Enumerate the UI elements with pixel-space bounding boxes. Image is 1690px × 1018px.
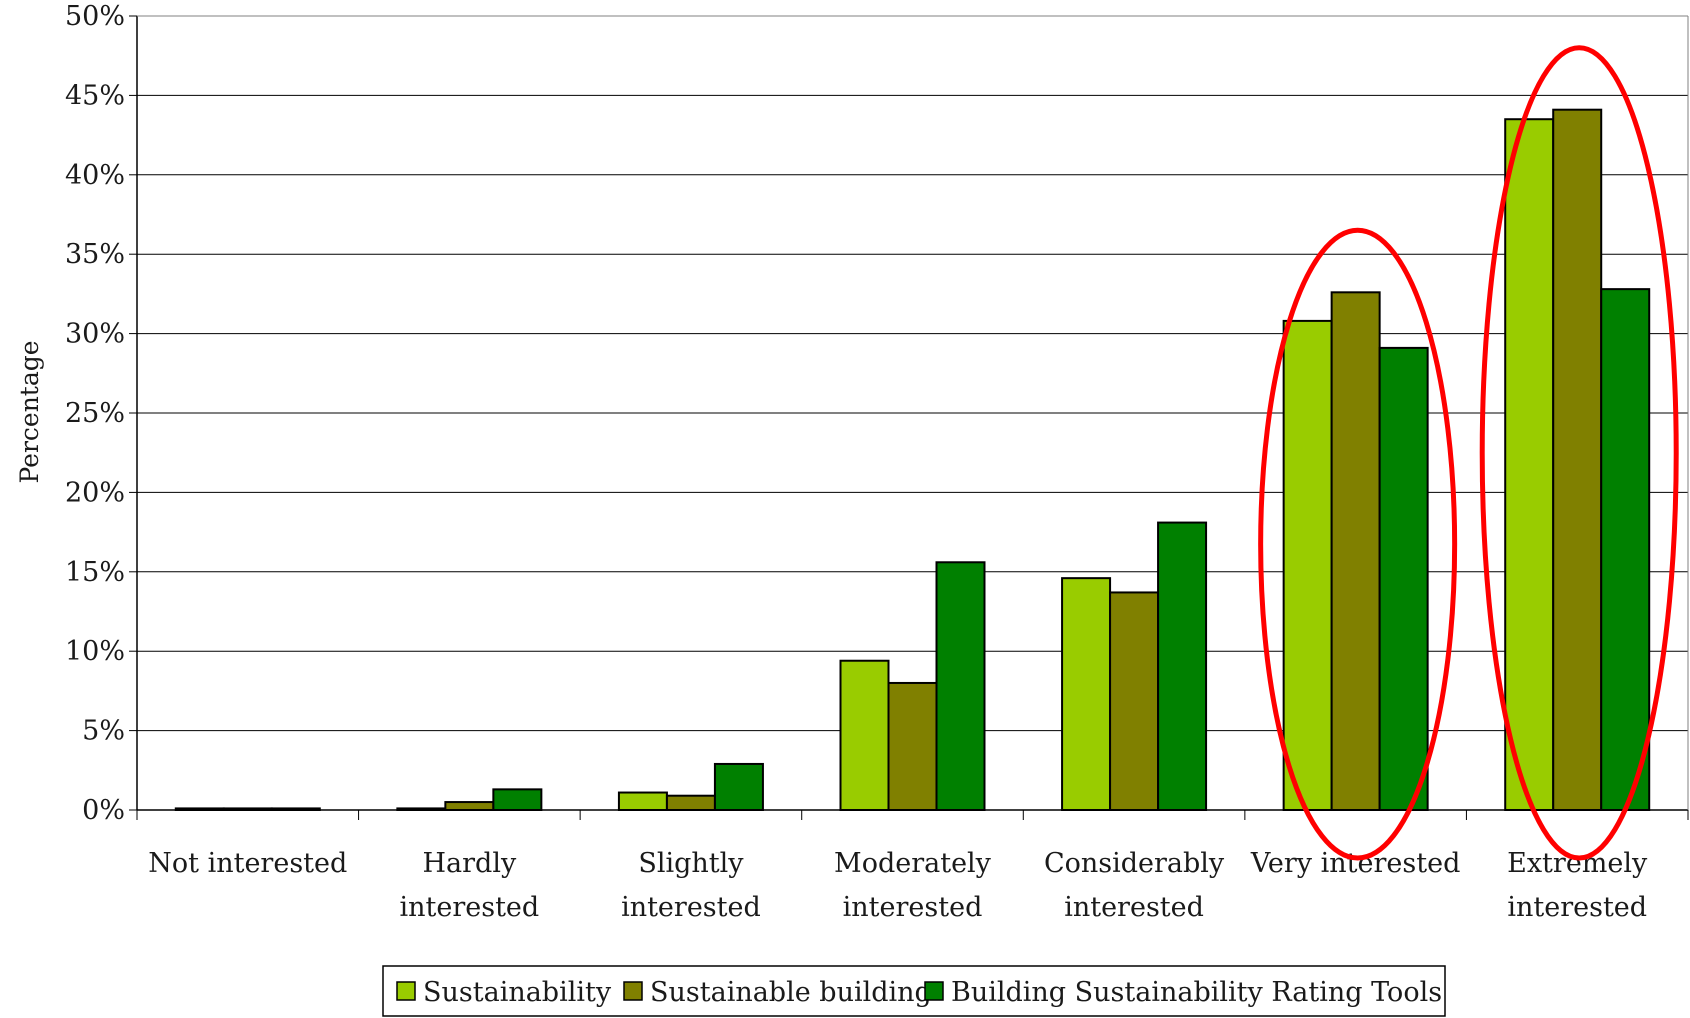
- bar-building-sustainability-rating-tools-moderately-interested: [935, 561, 986, 811]
- legend-label: Sustainable building: [650, 977, 932, 1008]
- bar-building-sustainability-rating-tools-hardly-interested: [492, 788, 543, 812]
- x-category-label: Not interested: [148, 848, 347, 879]
- legend-label: Sustainability: [423, 977, 612, 1008]
- y-tick-label: 50%: [65, 1, 125, 32]
- y-tick-label: 20%: [65, 477, 125, 508]
- legend-swatch-building-sustainability-rating-tools: [924, 981, 944, 1001]
- bar-sustainable-building-considerably-interested: [1109, 591, 1160, 811]
- x-category-label: Slightly interested: [621, 848, 761, 923]
- x-category-label: Considerably interested: [1044, 848, 1225, 923]
- gridlines: [129, 15, 1688, 811]
- bar-building-sustainability-rating-tools-considerably-interested: [1157, 521, 1208, 812]
- bar-sustainable-building-hardly-interested: [444, 801, 495, 811]
- legend: Sustainability Sustainable building Buildi…: [382, 965, 1446, 1017]
- y-tick-label: 25%: [65, 398, 125, 429]
- bar-sustainable-building-moderately-interested: [887, 681, 938, 812]
- y-tick-label: 30%: [65, 319, 125, 350]
- y-axis-tick-labels: 0% 5% 10% 15% 20% 25% 30% 35% 40% 45% 50%: [65, 1, 125, 826]
- highlight-ellipse-very-interested: [1258, 227, 1458, 861]
- bars: [174, 108, 1651, 812]
- bar-building-sustainability-rating-tools-very-interested: [1378, 346, 1429, 811]
- y-tick-label: 5%: [82, 716, 125, 747]
- highlight-ellipse-extremely-interested: [1479, 45, 1679, 861]
- bar-sustainable-building-slightly-interested: [665, 794, 716, 812]
- axes: [136, 15, 1689, 820]
- bar-sustainable-building-extremely-interested: [1552, 108, 1603, 811]
- x-category-label: Hardly interested: [399, 848, 539, 923]
- legend-swatch-sustainable-building: [623, 981, 643, 1001]
- y-tick-label: 35%: [65, 239, 125, 270]
- y-tick-label: 10%: [65, 636, 125, 667]
- legend-box: [382, 965, 1446, 1017]
- bar-sustainability-considerably-interested: [1061, 577, 1112, 811]
- bar-building-sustainability-rating-tools-extremely-interested: [1600, 288, 1651, 811]
- bar-sustainability-extremely-interested: [1504, 118, 1555, 812]
- bar-sustainable-building-very-interested: [1330, 291, 1381, 811]
- y-tick-label: 45%: [65, 80, 125, 111]
- legend-swatch-sustainability: [396, 981, 416, 1001]
- y-axis-title: Percentage: [15, 340, 44, 483]
- y-tick-label: 15%: [65, 557, 125, 588]
- bar-sustainability-very-interested: [1282, 319, 1333, 811]
- y-tick-label: 0%: [82, 795, 125, 826]
- legend-label: Building Sustainability Rating Tools: [951, 977, 1442, 1008]
- x-axis-category-labels: Not interested Hardly interested Slightly in…: [148, 848, 1648, 923]
- x-category-label: Extremely interested: [1507, 848, 1648, 923]
- y-tick-label: 40%: [65, 160, 125, 191]
- bar-sustainability-moderately-interested: [839, 659, 890, 812]
- bar-building-sustainability-rating-tools-slightly-interested: [713, 762, 764, 811]
- x-category-label: Very interested: [1250, 848, 1460, 879]
- x-category-label: Moderately interested: [834, 848, 992, 923]
- bar-sustainability-slightly-interested: [617, 791, 668, 811]
- highlight-annotations: [1258, 45, 1679, 861]
